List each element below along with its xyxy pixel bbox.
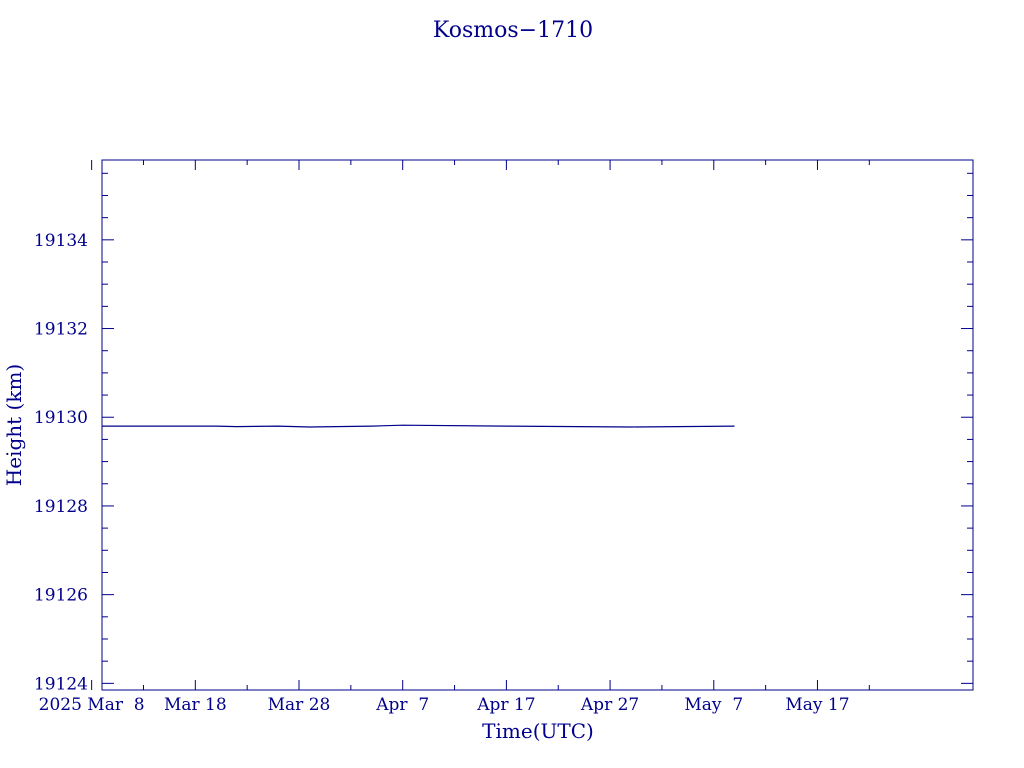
x-tick-label: May 17 <box>785 695 849 715</box>
series-group <box>102 424 735 428</box>
plot-frame <box>101 159 974 691</box>
x-tick-label: Apr 7 <box>375 695 429 715</box>
y-tick-label: 19134 <box>34 231 88 251</box>
x-axis-label: Time(UTC) <box>482 719 594 743</box>
y-axis-label: Height (km) <box>2 364 26 486</box>
x-tick-label: Mar 18 <box>164 695 227 715</box>
y-tick-label: 19132 <box>34 320 88 340</box>
x-tick-label: Apr 17 <box>476 695 535 715</box>
x-tick-label: May 7 <box>684 695 743 715</box>
x-axis: 2025 Mar 8 Mar 18 Mar 28 Apr 7 Apr 17 Apr 27 M… <box>39 160 974 715</box>
x-tick-label: 2025 Mar 8 <box>39 695 145 715</box>
y-tick-label: 19124 <box>34 674 88 694</box>
y-axis: 19124 19126 19128 19130 19132 19134 <box>34 172 973 694</box>
y-tick-label: 19126 <box>34 586 88 606</box>
y-tick-label: 19128 <box>34 497 88 517</box>
x-tick-label: Apr 27 <box>580 695 639 715</box>
x-tick-label: Mar 28 <box>268 695 331 715</box>
series-line <box>102 424 735 428</box>
y-tick-label: 19130 <box>34 408 88 428</box>
chart-title: Kosmos−1710 <box>433 18 593 43</box>
